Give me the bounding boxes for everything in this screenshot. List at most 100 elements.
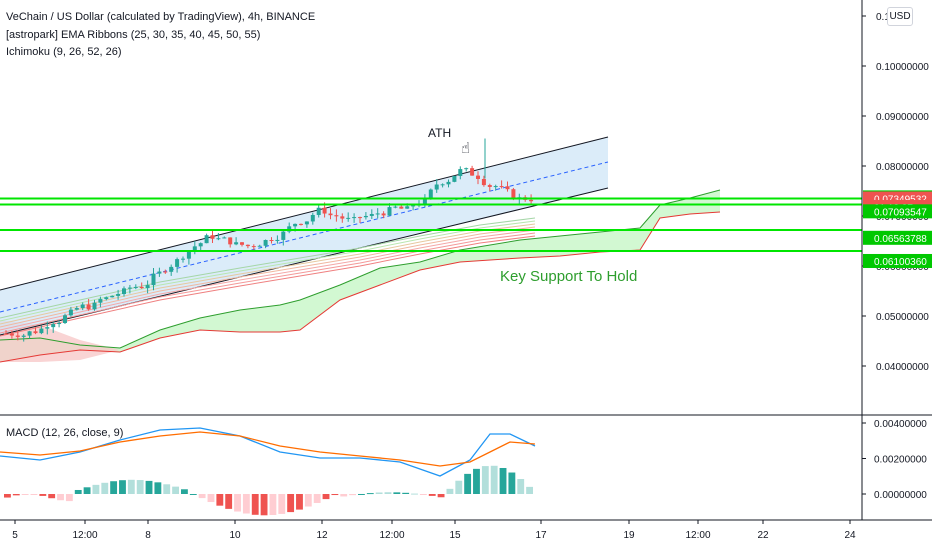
candle-up (293, 223, 298, 227)
candle-up (133, 286, 138, 288)
macd-histogram-bar (446, 488, 454, 494)
macd-histogram-bar (384, 492, 392, 494)
macd-title[interactable]: MACD (12, 26, close, 9) (6, 427, 124, 439)
price-label-box (863, 230, 932, 245)
ichimoku-indicator[interactable]: Ichimoku (9, 26, 52, 26) (6, 46, 122, 58)
macd-tick-label: 0.00000000 (874, 490, 927, 501)
macd-histogram-bar (119, 480, 126, 494)
candle-up (422, 197, 427, 205)
candle-up (411, 205, 416, 207)
candle-up (192, 246, 197, 251)
price-tick-label: 0.1 (876, 12, 890, 23)
macd-histogram-bar (269, 494, 277, 515)
candle-up (181, 258, 185, 260)
price-label-text: 0.06100360 (874, 257, 927, 268)
candle-up (310, 214, 315, 222)
macd-histogram-bar (358, 493, 365, 495)
macd-histogram-bar (402, 492, 410, 494)
candle-down (4, 333, 8, 335)
macd-histogram-bar (278, 494, 286, 514)
candle-down (358, 217, 362, 219)
candle-down (299, 223, 303, 225)
candle-up (186, 250, 191, 259)
price-tick-label: 0.09000000 (876, 112, 929, 123)
time-tick-label: 19 (623, 530, 635, 541)
macd-histogram-bar (304, 494, 312, 507)
candle-down (481, 178, 486, 186)
macd-histogram-bar (30, 494, 38, 495)
candle-up (405, 206, 410, 209)
chart-legend: VeChain / US Dollar (calculated by Tradi… (6, 9, 315, 62)
candle-down (328, 213, 333, 216)
macd-histogram-bar (437, 494, 445, 498)
macd-histogram-bar (12, 494, 20, 496)
candle-down (240, 242, 244, 245)
time-tick-label: 12:00 (685, 530, 710, 541)
candle-up (375, 213, 380, 215)
time-tick-label: 12 (316, 530, 328, 541)
candle-up (387, 207, 392, 216)
symbol-title[interactable]: VeChain / US Dollar (calculated by Tradi… (6, 11, 316, 23)
macd-pane (0, 427, 536, 516)
candle-down (487, 185, 492, 187)
candle-up (216, 238, 221, 240)
macd-histogram-bar (393, 492, 401, 494)
macd-histogram-bar (251, 494, 259, 515)
price-label-box (863, 204, 932, 219)
macd-tick-label: 0.00200000 (874, 455, 927, 466)
candle-up (304, 221, 309, 225)
candle-down (322, 207, 327, 214)
candle-up (316, 207, 321, 215)
candle-up (21, 335, 26, 337)
candle-down (163, 271, 168, 273)
candle-up (175, 259, 180, 267)
macd-histogram-bar (340, 494, 348, 497)
time-tick-label: 5 (12, 530, 18, 541)
macd-histogram-bar (136, 480, 144, 494)
candle-down (245, 244, 250, 247)
time-tick-label: 22 (757, 530, 769, 541)
ath-label: ATH (428, 126, 451, 140)
candle-up (281, 231, 286, 240)
macd-histogram-bar (455, 480, 463, 494)
pointing-hand-icon: ☝ (461, 139, 470, 157)
ema-ribbon-line (0, 229, 536, 331)
macd-histogram-bar (110, 481, 118, 494)
candle-up (440, 184, 445, 186)
candle-down (381, 213, 386, 216)
candle-up (458, 169, 463, 176)
macd-histogram-bar (181, 489, 188, 494)
candle-up (74, 308, 79, 310)
candle-down (210, 235, 215, 239)
candle-up (57, 323, 62, 325)
macd-histogram-bar (349, 494, 356, 496)
candle-up (157, 271, 162, 274)
candle-up (45, 327, 50, 329)
macd-histogram-bar (21, 494, 29, 495)
candle-up (352, 217, 357, 219)
candle-down (334, 215, 339, 217)
candle-up (68, 309, 73, 316)
macd-histogram-bar (145, 480, 153, 494)
candle-up (98, 299, 103, 303)
candle-up (275, 239, 280, 241)
price-tick-label: 0.08000000 (876, 162, 929, 173)
macd-histogram-bar (127, 479, 135, 494)
candle-up (346, 217, 351, 219)
macd-histogram-bar (428, 494, 436, 496)
macd-histogram-bar (92, 484, 100, 494)
macd-histogram-bar (287, 494, 295, 513)
price-label-text: 0.07093547 (874, 207, 927, 218)
candle-up (127, 287, 132, 289)
candle-up (263, 240, 268, 246)
candle-up (27, 331, 32, 336)
macd-histogram-bar (375, 492, 383, 494)
candle-up (428, 189, 433, 198)
macd-histogram-bar (481, 466, 489, 494)
ema-ribbons-indicator[interactable]: [astropark] EMA Ribbons (25, 30, 35, 40,… (6, 28, 261, 41)
currency-button[interactable]: USD (887, 7, 913, 26)
candle-up (446, 181, 451, 185)
candle-up (110, 295, 115, 298)
candle-up (434, 184, 439, 190)
